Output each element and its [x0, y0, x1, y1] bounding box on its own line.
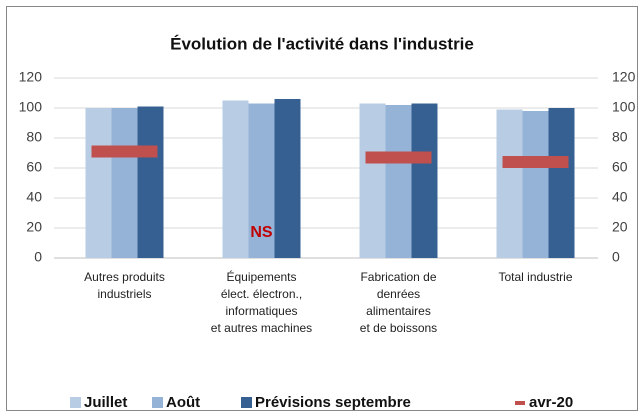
x-tick-label-line: denrées: [377, 287, 420, 301]
legend-label: Juillet: [84, 394, 127, 411]
legend-swatch: [241, 397, 252, 408]
x-tick-label-line: élect. électron.,: [221, 287, 302, 301]
legend-swatch: [70, 397, 81, 408]
y-tick-label: 120: [19, 69, 43, 85]
y2-tick-label: 60: [612, 159, 628, 175]
y-tick-label: 60: [26, 159, 42, 175]
y-tick-label: 20: [26, 219, 42, 235]
legend-swatch: [515, 401, 525, 405]
bar: [274, 99, 301, 258]
x-tick-label-line: alimentaires: [366, 304, 431, 318]
y2-tick-label: 40: [612, 189, 628, 205]
legend-swatch: [152, 397, 163, 408]
y2-tick-label: 80: [612, 129, 628, 145]
x-tick-label-line: industriels: [97, 287, 151, 301]
y-tick-label: 40: [26, 189, 42, 205]
y2-tick-label: 20: [612, 219, 628, 235]
bar: [359, 103, 386, 258]
bar: [85, 108, 112, 258]
legend-label: avr-20: [529, 394, 573, 411]
x-tick-label-line: et autres machines: [211, 321, 312, 335]
bar: [411, 103, 438, 258]
x-tick-label-line: Fabrication de: [360, 270, 436, 284]
y-tick-label: 0: [34, 249, 42, 265]
marker-dash: [365, 151, 432, 164]
bar: [548, 108, 575, 258]
x-tick-label-line: Équipements: [226, 269, 296, 284]
x-tick-label: Fabrication de denrées alimentaires et de b…: [360, 270, 437, 335]
y-tick-label: 100: [19, 99, 43, 115]
x-tick-label-line: Total industrie: [498, 270, 572, 284]
bar: [496, 109, 523, 258]
legend-label: Prévisions septembre: [255, 394, 411, 411]
x-tick-label-line: informatiques: [225, 304, 297, 318]
marker-dash: [502, 156, 569, 168]
legend-label: Août: [166, 394, 200, 411]
bar: [222, 100, 249, 258]
y2-tick-label: 0: [612, 249, 620, 265]
bar: [137, 106, 164, 258]
x-tick-label: Total industrie: [498, 270, 572, 284]
bar: [385, 105, 412, 258]
x-tick-label-line: et de boissons: [360, 321, 437, 335]
annotation: NS: [250, 224, 273, 241]
x-tick-label: Autres produits industriels: [84, 270, 165, 301]
chart-title: Évolution de l'activité dans l'industrie: [170, 34, 474, 53]
x-tick-label: Équipements élect. électron., informatique…: [211, 269, 312, 335]
y2-tick-label: 100: [612, 99, 636, 115]
x-tick-label-line: Autres produits: [84, 270, 165, 284]
y2-tick-label: 120: [612, 69, 636, 85]
bar: [248, 103, 275, 258]
y-tick-label: 80: [26, 129, 42, 145]
bar: [111, 108, 138, 258]
marker-dash: [91, 145, 158, 158]
bar: [522, 111, 549, 258]
